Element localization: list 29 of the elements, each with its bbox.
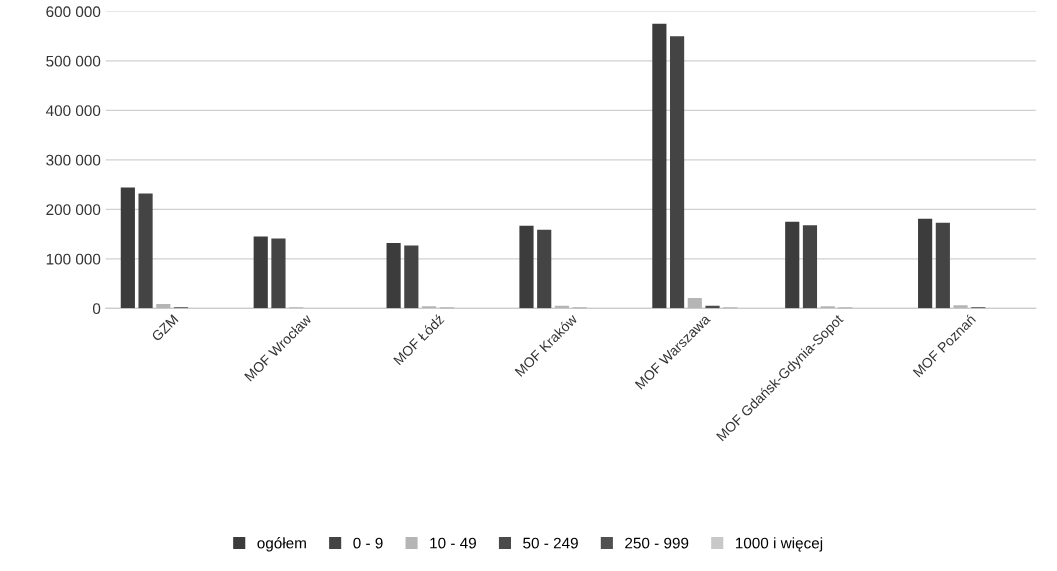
legend-label: 50 - 249 xyxy=(523,537,578,549)
bar xyxy=(785,221,800,309)
legend-label: 0 - 9 xyxy=(353,537,383,549)
bar xyxy=(537,229,552,309)
bar xyxy=(404,245,419,309)
bar xyxy=(935,222,950,309)
legend-label: 1000 i więcej xyxy=(735,537,823,552)
bar xyxy=(652,23,667,309)
y-tick-label: 0 xyxy=(92,303,101,315)
y-tick-label: 400 000 xyxy=(45,105,101,117)
bar xyxy=(138,193,153,309)
bar xyxy=(918,218,933,309)
legend-label: ogółem xyxy=(257,537,306,552)
bar xyxy=(953,305,968,309)
bar xyxy=(120,187,135,309)
bar xyxy=(386,243,401,309)
bar xyxy=(687,297,702,309)
y-tick-label: 100 000 xyxy=(46,253,101,265)
y-tick-label: 300 000 xyxy=(46,154,101,166)
bar xyxy=(670,36,685,309)
y-tick-label: 200 000 xyxy=(46,204,101,216)
legend-label: 10 - 49 xyxy=(430,537,476,549)
legend-label: 250 - 999 xyxy=(625,537,689,549)
bar xyxy=(253,236,268,309)
bar xyxy=(802,225,818,309)
y-tick-label: 600 000 xyxy=(46,6,101,18)
bar xyxy=(519,225,534,309)
bar xyxy=(271,238,286,309)
y-tick-label: 500 000 xyxy=(46,55,101,67)
